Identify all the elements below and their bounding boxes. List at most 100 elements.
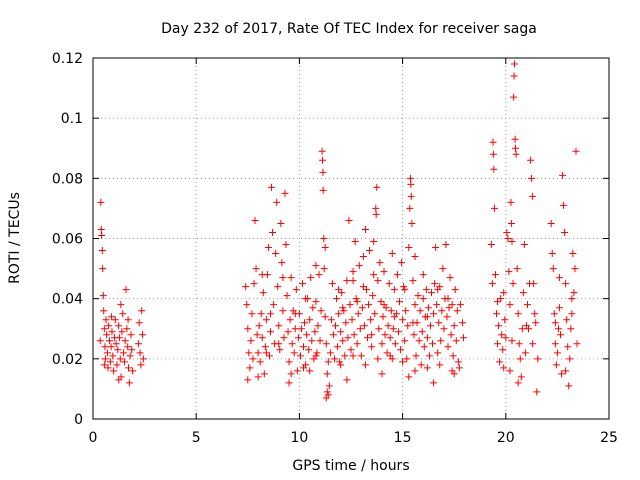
data-point	[104, 364, 112, 372]
data-point	[262, 349, 270, 357]
data-point	[547, 219, 555, 227]
data-point	[384, 322, 392, 330]
data-point	[503, 228, 511, 236]
data-point	[510, 93, 518, 101]
data-point	[343, 376, 351, 384]
data-point	[348, 316, 356, 324]
data-point	[280, 334, 288, 342]
data-point	[99, 292, 107, 300]
data-point	[529, 340, 537, 348]
data-point	[508, 219, 516, 227]
data-point	[399, 316, 407, 324]
data-point	[438, 307, 446, 315]
data-point	[96, 337, 104, 345]
data-point	[124, 343, 132, 351]
data-point	[114, 346, 122, 354]
data-point	[554, 325, 562, 333]
data-point	[364, 334, 372, 342]
data-point	[405, 244, 413, 252]
data-point	[398, 259, 406, 267]
data-point	[129, 367, 137, 375]
data-point	[529, 192, 537, 200]
data-point	[563, 316, 571, 324]
data-point	[359, 253, 367, 261]
data-point	[528, 174, 536, 182]
data-point	[296, 352, 304, 360]
data-point	[262, 316, 270, 324]
data-point	[402, 307, 410, 315]
data-point	[434, 349, 442, 357]
data-point	[380, 301, 388, 309]
data-point	[459, 334, 467, 342]
data-point	[128, 346, 136, 354]
data-point	[320, 235, 328, 242]
data-point	[100, 361, 108, 369]
data-point	[389, 325, 397, 333]
data-point	[121, 337, 129, 345]
data-point	[101, 343, 109, 351]
data-point	[307, 274, 315, 282]
data-point	[553, 349, 561, 357]
data-point	[351, 238, 359, 246]
data-point	[358, 304, 366, 312]
data-point	[311, 328, 319, 336]
data-point	[106, 358, 114, 366]
data-point	[447, 331, 455, 339]
data-point	[444, 295, 452, 303]
data-point	[444, 343, 452, 351]
data-point	[375, 325, 383, 333]
data-point	[564, 343, 572, 351]
data-point	[339, 304, 347, 312]
data-point	[383, 349, 391, 357]
data-point	[116, 355, 124, 363]
data-point	[365, 301, 373, 309]
x-axis-label: GPS time / hours	[292, 458, 409, 474]
data-point	[138, 307, 146, 315]
data-point	[430, 379, 438, 387]
data-point	[285, 358, 293, 366]
data-point	[412, 352, 420, 360]
data-point	[502, 334, 510, 342]
data-point	[291, 310, 299, 318]
data-point	[285, 379, 293, 387]
data-point	[494, 340, 502, 348]
data-point	[494, 298, 502, 306]
data-point	[293, 367, 301, 375]
data-point	[489, 138, 497, 146]
data-point	[551, 319, 559, 327]
data-point	[493, 310, 501, 318]
data-point	[498, 331, 506, 339]
data-point	[251, 216, 259, 224]
data-point	[279, 274, 287, 282]
data-point	[572, 147, 580, 155]
x-tick-label: 0	[89, 430, 98, 446]
data-point	[372, 204, 380, 212]
y-tick-label: 0.12	[52, 51, 83, 67]
data-point	[276, 346, 284, 354]
data-point	[98, 247, 106, 255]
data-point	[376, 259, 384, 267]
data-point	[386, 352, 394, 360]
data-point	[335, 310, 343, 318]
data-point	[368, 343, 376, 351]
data-point	[352, 295, 360, 303]
data-point	[288, 340, 296, 348]
data-point	[448, 301, 456, 309]
data-point	[115, 334, 123, 342]
data-point	[113, 361, 121, 369]
data-point	[349, 352, 357, 360]
data-point	[513, 265, 521, 273]
data-point	[414, 292, 422, 300]
data-point	[97, 198, 105, 206]
data-point	[411, 301, 419, 309]
data-point	[399, 358, 407, 366]
data-point	[530, 280, 538, 288]
data-point	[500, 289, 508, 297]
data-point	[115, 376, 123, 384]
data-point	[344, 334, 352, 342]
data-point	[570, 289, 578, 297]
y-tick-label: 0.06	[52, 232, 83, 248]
data-point	[106, 337, 114, 345]
data-point	[338, 289, 346, 297]
data-point	[434, 286, 442, 294]
